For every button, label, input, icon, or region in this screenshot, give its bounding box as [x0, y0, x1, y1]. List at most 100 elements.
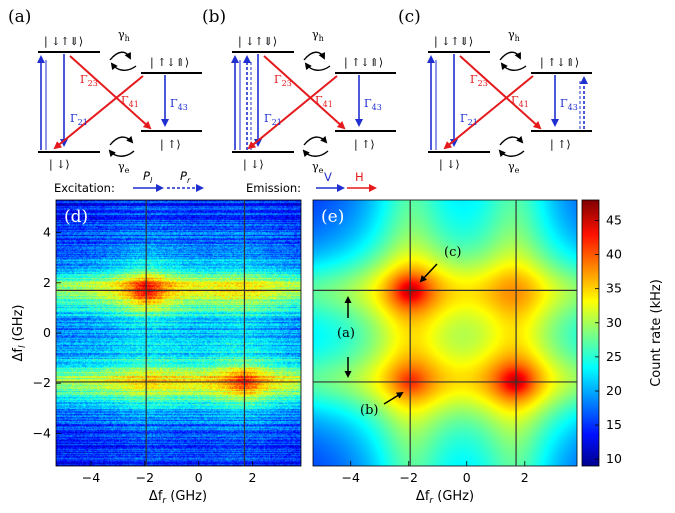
- scheme-a: (a) | ↓↑⇓⟩ | ↑↓⇑⟩ | ↓⟩ | ↑⟩ Γ23 Γ21 Γ41 Γ43 γh γe: [8, 7, 202, 175]
- xtick-label: 0: [463, 470, 471, 485]
- colorbar-tick-label: 35: [606, 281, 622, 296]
- rate-g21: Γ21: [460, 112, 478, 127]
- annotation-b-arrow: [383, 391, 404, 405]
- rate-g21: Γ21: [70, 112, 88, 127]
- emission-g23-arrow: [69, 55, 152, 130]
- colorbar-tick-label: 15: [606, 417, 622, 432]
- heatmap-d: (d) −4 −2 0 2 −4 −2 0 2 4 Δfr (GHz) Δfl (GHz): [11, 199, 302, 506]
- colorbar-tick-label: 30: [606, 315, 622, 330]
- emission-g41-arrow: [247, 75, 338, 150]
- xtick-label: 2: [249, 470, 257, 485]
- level-label-bottom-right: | ↑⟩: [160, 138, 181, 152]
- emission-g23-arrow: [263, 55, 346, 130]
- colorbar: 10 15 20 25 30 35 40 45 Count rate (kHz): [581, 199, 664, 467]
- rate-gamma-e: γe: [312, 160, 324, 175]
- ytick-label: −4: [33, 425, 51, 440]
- colorbar-tick-label: 45: [606, 212, 622, 227]
- scheme-label-c: (c): [398, 7, 421, 27]
- crosshair-e: [313, 200, 577, 466]
- rate-g41: Γ41: [511, 94, 529, 109]
- emission-g41-arrow: [53, 75, 144, 150]
- level-label-top-left: | ↓↑⇓⟩: [44, 35, 83, 49]
- xtick-label: −4: [82, 470, 100, 485]
- level-label-bottom-left: | ↓⟩: [439, 158, 460, 172]
- level-label-top-left: | ↓↑⇓⟩: [434, 35, 473, 49]
- ytick-label: 0: [43, 325, 51, 340]
- rate-g43: Γ43: [170, 97, 188, 112]
- ytick-label: 2: [43, 275, 51, 290]
- rate-g23: Γ23: [274, 73, 292, 88]
- level-label-top-right: | ↑↓⇑⟩: [150, 56, 189, 70]
- xtick-label: −2: [400, 470, 418, 485]
- xtick-label: 2: [521, 470, 529, 485]
- rate-gamma-h: γh: [312, 28, 324, 43]
- rate-g41: Γ41: [121, 94, 139, 109]
- relax-e-back: [108, 149, 135, 158]
- rate-gamma-h: γh: [118, 28, 130, 43]
- emission-g41-arrow: [443, 75, 534, 150]
- rate-g43: Γ43: [364, 97, 382, 112]
- xtick-label: −4: [341, 470, 359, 485]
- relax-h-forward: [499, 51, 521, 61]
- annotation-a: (a): [337, 326, 355, 341]
- scheme-label-b: (b): [202, 7, 226, 27]
- annotation-c-arrow: [419, 263, 438, 283]
- heatmap-d-image: [56, 200, 301, 466]
- level-label-bottom-right: | ↑⟩: [354, 138, 375, 152]
- colorbar-tick-label: 25: [606, 349, 622, 364]
- ylabel-d: Δfl (GHz): [11, 305, 28, 362]
- annotation-c: (c): [444, 245, 461, 260]
- scheme-c: (c) | ↓↑⇓⟩ | ↑↓⇑⟩ | ↓⟩ | ↑⟩ Γ23 Γ21 Γ41 Γ43 γh γe: [398, 7, 592, 175]
- heatmap-e-image: [313, 200, 577, 466]
- colorbar-gradient: [581, 199, 600, 467]
- level-label-top-right: | ↑↓⇑⟩: [540, 56, 579, 70]
- legend-emission-label: Emission:: [246, 181, 301, 195]
- legend: Excitation: Pl Pr Emission: V H: [54, 169, 377, 195]
- panel-label-d: (d): [64, 207, 88, 227]
- legend-pl: Pl: [143, 169, 153, 185]
- relax-e-back: [498, 149, 525, 158]
- relax-h-forward: [109, 51, 131, 61]
- colorbar-label: Count rate (kHz): [649, 279, 664, 387]
- annotation-b: (b): [360, 403, 378, 418]
- xlabel-d: Δfr (GHz): [149, 489, 207, 506]
- xtick-label: −2: [136, 470, 154, 485]
- relax-e-forward: [499, 135, 524, 146]
- rate-gamma-h: γh: [508, 28, 520, 43]
- relax-e-forward: [303, 135, 328, 146]
- rate-gamma-e: γe: [118, 160, 130, 175]
- relax-e-forward: [109, 135, 134, 146]
- level-label-bottom-right: | ↑⟩: [550, 138, 571, 152]
- panel-label-e: (e): [321, 207, 344, 227]
- rate-g41: Γ41: [315, 94, 333, 109]
- legend-v: V: [324, 170, 332, 184]
- rate-g43: Γ43: [560, 97, 578, 112]
- heatmap-e: (e) −4 −2 0 2 Δfr (GHz) (c) (a) (b): [312, 199, 578, 506]
- scheme-label-a: (a): [8, 7, 31, 27]
- legend-pr: Pr: [180, 169, 191, 185]
- legend-excitation-label: Excitation:: [54, 181, 115, 195]
- legend-h: H: [355, 170, 364, 184]
- rate-g23: Γ23: [80, 73, 98, 88]
- ytick-label: −2: [33, 375, 51, 390]
- ticks-e: −4 −2 0 2: [341, 461, 529, 485]
- xtick-label: 0: [195, 470, 203, 485]
- level-label-bottom-left: | ↓⟩: [49, 158, 70, 172]
- crosshair-d: [56, 200, 301, 466]
- xlabel-e: Δfr (GHz): [416, 489, 474, 506]
- rate-g23: Γ23: [470, 73, 488, 88]
- colorbar-tick-label: 20: [606, 383, 622, 398]
- level-label-top-right: | ↑↓⇑⟩: [344, 56, 383, 70]
- rate-g21: Γ21: [264, 112, 282, 127]
- ticks-d: −4 −2 0 2 −4 −2 0 2 4: [33, 225, 257, 485]
- scheme-b: (b) | ↓↑⇓⟩ | ↑↓⇑⟩ | ↓⟩ | ↑⟩ Γ23 Γ21 Γ41 Γ43 γh γe: [202, 7, 396, 175]
- relax-h-back: [304, 62, 331, 71]
- colorbar-tick-label: 40: [606, 247, 622, 262]
- relax-h-forward: [303, 51, 325, 61]
- colorbar-ticks: 10 15 20 25 30 35 40 45: [595, 212, 622, 466]
- level-label-top-left: | ↓↑⇓⟩: [238, 35, 277, 49]
- relax-e-back: [302, 149, 329, 158]
